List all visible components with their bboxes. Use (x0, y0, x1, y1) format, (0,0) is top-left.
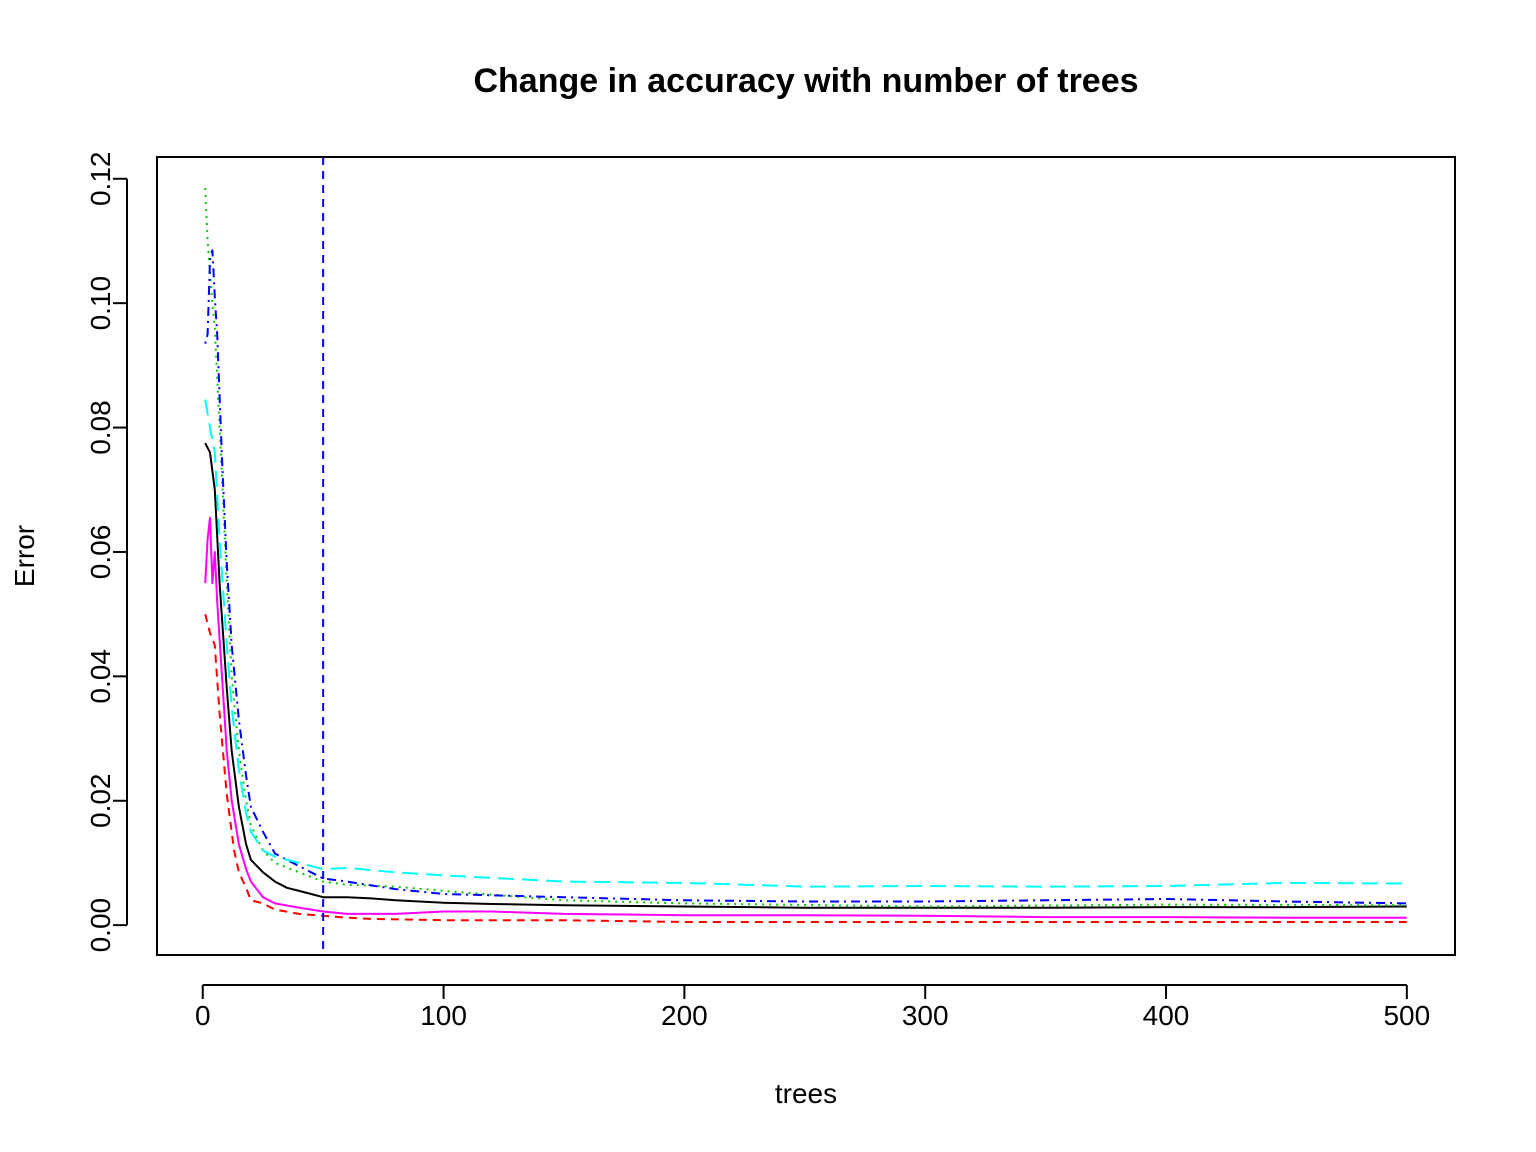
y-tick-label: 0.10 (85, 276, 116, 331)
series-line (204, 399, 1407, 888)
series-layer (204, 188, 1407, 923)
chart-title: Change in accuracy with number of trees (473, 62, 1138, 100)
plot-frame (156, 156, 1456, 956)
series-line (204, 249, 1407, 905)
y-tick-label: 0.04 (85, 649, 116, 704)
x-tick-label: 0 (195, 1000, 211, 1031)
y-tick-label: 0.00 (85, 898, 116, 953)
axes-layer: 0 100 200 300 400 500 0.00 0.02 0.04 0.06 0.08 0.10… (85, 152, 1430, 1031)
x-tick-label: 300 (902, 1000, 949, 1031)
y-tick-label: 0.12 (85, 152, 116, 207)
x-tick-label: 500 (1383, 1000, 1430, 1031)
series-line (204, 516, 1407, 919)
y-tick-label: 0.02 (85, 773, 116, 828)
x-tick-label: 400 (1143, 1000, 1190, 1031)
series-line (204, 442, 1407, 909)
x-tick-label: 100 (420, 1000, 467, 1031)
y-tick-label: 0.06 (85, 525, 116, 580)
x-axis-label: trees (775, 1078, 837, 1109)
x-tick-label: 200 (661, 1000, 708, 1031)
series-line (204, 613, 1407, 923)
y-tick-label: 0.08 (85, 400, 116, 455)
y-axis-label: Error (9, 525, 40, 587)
